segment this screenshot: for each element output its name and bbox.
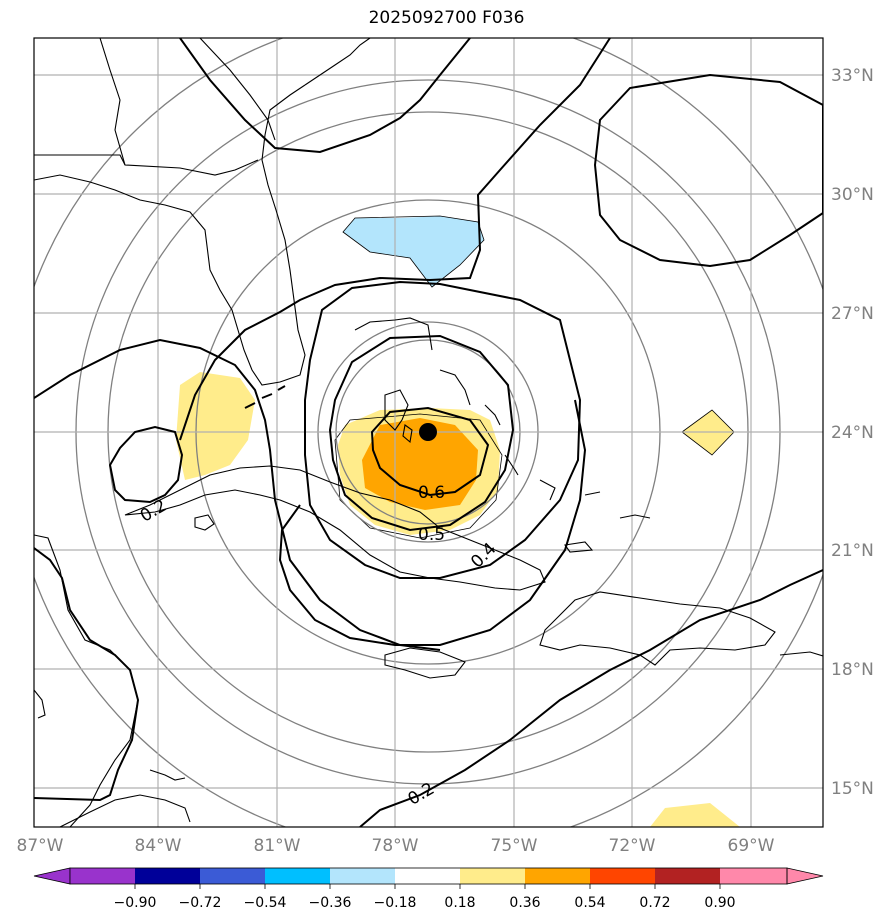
coastline-west-cuba-detail: [149, 769, 186, 781]
coastline-bahamas-3: [484, 404, 501, 426]
coastline-hispaniola: [539, 591, 776, 666]
contour-closed-east: [593, 73, 823, 268]
contour-0.6: [370, 406, 490, 497]
colorbar-bin-10: [655, 868, 720, 884]
plot-title: 2025092700 F036: [368, 8, 525, 28]
coastline-isla-juventud: [194, 514, 215, 531]
colorbar-extend-high: [786, 867, 824, 885]
coastline-belize: [34, 689, 46, 719]
positive-shade-west: [176, 372, 255, 480]
contour-label-0.6: 0.6: [418, 483, 445, 503]
state-border-2: [99, 38, 126, 166]
coastline-turks: [584, 491, 651, 519]
lat-label-27n: 27°N: [831, 304, 874, 324]
contour-label-0.5: 0.5: [418, 525, 445, 545]
colorbar-tick-1: −0.72: [179, 895, 222, 911]
lon-label-75w: 75°W: [491, 836, 538, 856]
colorbar-bin-2: [135, 868, 200, 884]
contour-small-west-dash: [244, 385, 286, 409]
lon-label-72w: 72°W: [609, 836, 656, 856]
contour-0.3-south: [278, 399, 587, 646]
contour-0.5: [328, 334, 515, 532]
colorbar-tick-6: 0.36: [509, 895, 540, 911]
coastline-puerto-rico: [779, 651, 823, 657]
contour-label-0.2-west: 0.2: [137, 496, 170, 527]
thin-contour-1: [342, 215, 485, 288]
colorbar-bin-4: [265, 868, 330, 884]
lon-label-84w: 84°W: [135, 836, 182, 856]
contour-0.3: [179, 38, 611, 441]
lon-label-87w: 87°W: [17, 836, 64, 856]
colorbar-bin-9: [590, 868, 655, 884]
contour-0.2: [34, 338, 441, 651]
coastline-bahamas-6: [539, 479, 556, 501]
coastline-inagua: [564, 541, 594, 553]
coastline-bahamas-andros: [384, 389, 409, 431]
colorbar-tick-2: −0.54: [244, 895, 287, 911]
colorbar-bin-3: [200, 868, 265, 884]
lat-label-15n: 15°N: [831, 779, 874, 799]
colorbar-frame: [69, 867, 788, 885]
contour-0.4: [304, 280, 582, 579]
state-border: [34, 154, 259, 176]
lon-label-69w: 69°W: [728, 836, 775, 856]
positive-shade-south: [650, 803, 740, 827]
colorbar-bin-5: [330, 868, 395, 884]
map-area: 0.6 0.5 0.4 0.2 0.2: [34, 38, 823, 827]
coastline-bahamas-2: [439, 369, 471, 406]
colorbar-tick-5: 0.18: [444, 895, 475, 911]
colorbar-tick-0: −0.90: [114, 895, 157, 911]
state-border-3: [199, 38, 276, 141]
coastline-bahamas-1: [354, 317, 433, 351]
colorbar-extend-low: [33, 867, 71, 885]
colorbar: −0.90 −0.72 −0.54 −0.36 −0.18 0.18 0.36 …: [33, 867, 824, 911]
map-frame: [33, 37, 824, 828]
lat-label-24n: 24°N: [831, 423, 874, 443]
colorbar-tick-4: −0.18: [374, 895, 417, 911]
coastline-yucatan: [34, 534, 139, 827]
contour-west-loop: [108, 425, 184, 504]
coastline-jamaica: [384, 647, 466, 679]
lon-label-78w: 78°W: [372, 836, 419, 856]
colorbar-bin-11: [720, 868, 787, 884]
colorbar-bin-1: [70, 868, 135, 884]
lat-label-33n: 33°N: [831, 66, 874, 86]
contour-0.2-north: [179, 38, 471, 154]
contour-yucatan-low: [34, 547, 140, 802]
contour-0.2-south: [359, 569, 823, 827]
colorbar-bin-6: [395, 868, 460, 884]
coastline-honduras: [59, 794, 191, 827]
colorbar-tick-3: −0.36: [309, 895, 352, 911]
colorbar-bin-7: [460, 868, 525, 884]
storm-center-marker: [419, 423, 437, 441]
lon-label-81w: 81°W: [254, 836, 301, 856]
coastline-bahamas-4: [402, 424, 413, 444]
coastline-us-southeast: [304, 38, 371, 86]
colorbar-tick-8: 0.72: [639, 895, 670, 911]
positive-shade-dark-center: [362, 418, 478, 510]
negative-shade-north: [343, 216, 484, 287]
lat-label-30n: 30°N: [831, 185, 874, 205]
colorbar-tick-9: 0.90: [704, 895, 735, 911]
coastline-florida: [34, 84, 306, 386]
colorbar-tick-7: 0.54: [574, 895, 605, 911]
coastline-bahamas-5: [504, 454, 519, 476]
coastline-cuba: [124, 465, 546, 591]
colorbar-bin-8: [525, 868, 590, 884]
lat-label-21n: 21°N: [831, 541, 874, 561]
contour-label-0.4: 0.4: [467, 539, 500, 572]
lat-label-18n: 18°N: [831, 660, 874, 680]
